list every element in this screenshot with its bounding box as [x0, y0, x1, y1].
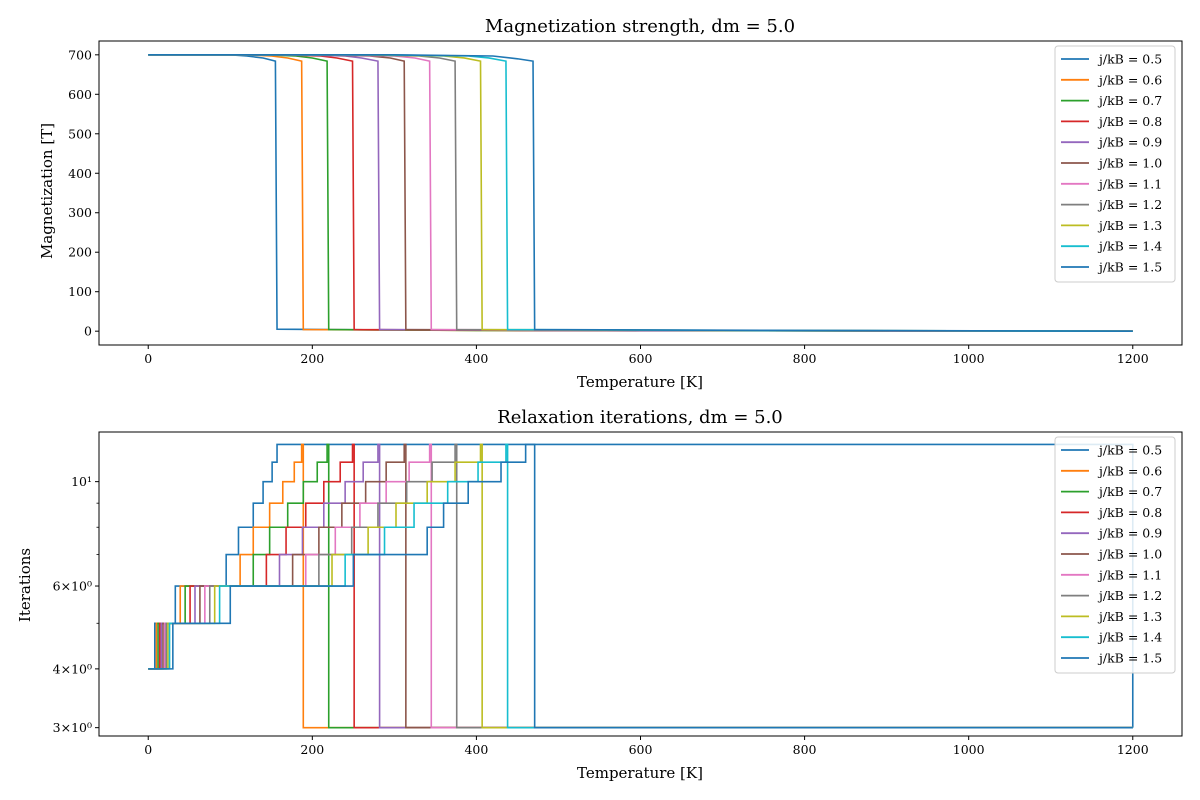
legend: j/kB = 0.5 j/kB = 0.6 j/kB = 0.7 j/kB = 0.8… — [1054, 45, 1176, 283]
y-axis-label: Magnetization [T] — [38, 123, 56, 259]
series-line-11 — [148, 54, 1133, 332]
series-line-4 — [148, 443, 1133, 729]
x-tick-label: 1200 — [1117, 742, 1149, 757]
legend-entry: j/kB = 1.4 — [1097, 239, 1162, 254]
legend-entry: j/kB = 1.3 — [1097, 218, 1162, 233]
x-tick-label: 600 — [629, 742, 653, 757]
x-tick-label: 1200 — [1117, 351, 1149, 366]
x-tick-label: 0 — [144, 742, 152, 757]
x-tick-label: 1000 — [953, 351, 985, 366]
series-line-11 — [148, 443, 1133, 729]
series-line-9 — [148, 443, 1133, 729]
x-tick-label: 200 — [300, 351, 324, 366]
x-tick-label: 400 — [464, 742, 488, 757]
x-tick-label: 200 — [300, 742, 324, 757]
chart-title: Relaxation iterations, dm = 5.0 — [497, 407, 783, 428]
series-line-2 — [148, 443, 1133, 729]
x-tick-label: 800 — [793, 742, 817, 757]
x-axis-label: Temperature [K] — [577, 373, 703, 391]
plot-area — [148, 54, 1133, 332]
y-tick-label: 500 — [68, 126, 92, 141]
legend-entry: j/kB = 0.7 — [1097, 93, 1162, 108]
legend-entry: j/kB = 0.7 — [1097, 484, 1162, 499]
x-tick-label: 800 — [793, 351, 817, 366]
y-tick-label: 0 — [84, 324, 92, 339]
x-axis-label: Temperature [K] — [577, 764, 703, 782]
legend-entry: j/kB = 1.2 — [1097, 588, 1162, 603]
y-tick-label: 200 — [68, 245, 92, 260]
series-line-5 — [148, 443, 1133, 729]
y-tick-label: 100 — [68, 284, 92, 299]
x-tick-label: 0 — [144, 351, 152, 366]
series-line-6 — [148, 443, 1133, 729]
y-axis-label: Iterations — [16, 548, 34, 622]
legend-entry: j/kB = 0.6 — [1097, 72, 1162, 87]
legend-entry: j/kB = 1.1 — [1097, 176, 1162, 191]
legend-entry: j/kB = 0.6 — [1097, 463, 1162, 478]
x-tick-label: 400 — [464, 351, 488, 366]
series-line-10 — [148, 443, 1133, 729]
legend-entry: j/kB = 1.5 — [1097, 260, 1162, 275]
legend: j/kB = 0.5 j/kB = 0.6 j/kB = 0.7 j/kB = 0.8… — [1054, 436, 1176, 674]
legend-entry: j/kB = 1.3 — [1097, 609, 1162, 624]
series-line-8 — [148, 443, 1133, 729]
legend-entry: j/kB = 0.8 — [1097, 114, 1162, 129]
legend-entry: j/kB = 1.0 — [1097, 547, 1162, 562]
y-tick-label: 3×10⁰ — [53, 720, 92, 735]
legend-entry: j/kB = 1.1 — [1097, 567, 1162, 582]
legend-entry: j/kB = 1.2 — [1097, 197, 1162, 212]
series-line-7 — [148, 443, 1133, 729]
chart-title: Magnetization strength, dm = 5.0 — [485, 16, 795, 37]
legend-entry: j/kB = 0.8 — [1097, 505, 1162, 520]
legend-entry: j/kB = 0.9 — [1097, 526, 1162, 541]
series-line-3 — [148, 443, 1133, 729]
legend-entry: j/kB = 1.0 — [1097, 156, 1162, 171]
y-tick-label: 4×10⁰ — [53, 661, 92, 676]
magnetization-chart: Magnetization strength, dm = 5.0 Tempera… — [38, 16, 1183, 391]
axes-frame — [98, 431, 1183, 737]
legend-entry: j/kB = 0.5 — [1097, 52, 1162, 67]
y-tick-label: 400 — [68, 166, 92, 181]
y-tick-label: 300 — [68, 205, 92, 220]
axis-ticks: 0 200 400 600 800 1000 1200 3×10⁰ 4×10⁰ 6×10⁰ 10¹ — [53, 474, 1149, 757]
legend-entry: j/kB = 0.9 — [1097, 135, 1162, 150]
plot-area — [148, 443, 1134, 729]
x-tick-label: 1000 — [953, 742, 985, 757]
iterations-chart: Relaxation iterations, dm = 5.0 Temperat… — [16, 407, 1183, 782]
legend-entry: j/kB = 1.5 — [1097, 651, 1162, 666]
legend-frame — [1054, 436, 1176, 674]
legend-entry: j/kB = 1.4 — [1097, 630, 1162, 645]
y-tick-label: 700 — [68, 47, 92, 62]
axes-frame — [98, 40, 1183, 346]
x-tick-label: 600 — [629, 351, 653, 366]
legend-entry: j/kB = 0.5 — [1097, 443, 1162, 458]
y-tick-label: 600 — [68, 87, 92, 102]
axis-ticks: 0 200 400 600 800 1000 1200 0 100 200 300 400 500 600… — [68, 47, 1149, 366]
y-tick-label: 6×10⁰ — [53, 579, 92, 594]
y-tick-label: 10¹ — [71, 474, 92, 489]
legend-frame — [1054, 45, 1176, 283]
